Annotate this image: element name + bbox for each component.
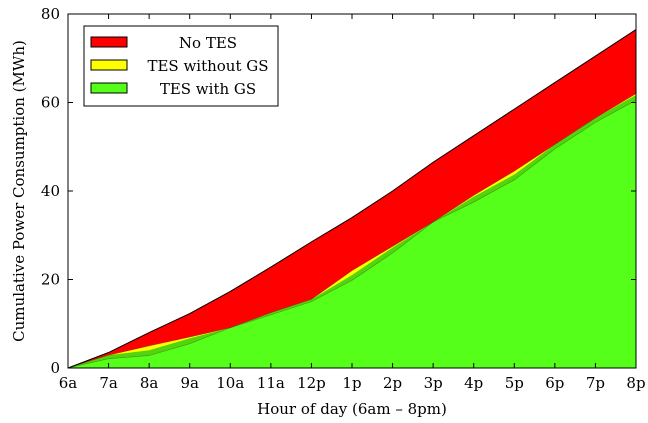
- x-tick-label: 6p: [545, 374, 564, 392]
- x-tick-label: 7p: [586, 374, 605, 392]
- area-tes-with-gs: [68, 100, 636, 368]
- x-tick-label: 3p: [424, 374, 443, 392]
- line-tes-without-gs: [67, 93, 637, 369]
- x-tick-label: 5p: [505, 374, 524, 392]
- x-tick-label: 9a: [180, 374, 199, 392]
- legend-label: TES with GS: [160, 80, 256, 98]
- x-tick-label: 12p: [297, 374, 326, 392]
- x-tick-label: 10a: [216, 374, 244, 392]
- y-tick-label: 80: [41, 5, 60, 23]
- line-no-tes: [67, 29, 637, 369]
- legend-label: TES without GS: [147, 57, 268, 75]
- x-tick-label: 2p: [383, 374, 402, 392]
- x-tick-label: 7a: [99, 374, 118, 392]
- y-tick-label: 20: [41, 271, 60, 289]
- line-tes-with-gs: [67, 100, 637, 369]
- ticks-layer: [67, 13, 637, 369]
- legend-swatch: [90, 82, 128, 94]
- x-tick-label: 8p: [626, 374, 645, 392]
- labels-layer: 6a 7a 8a 9a 10a 11a 12p 1p 2p 3p 4p 5p 6p 7p 8p 0 20 40 60…: [41, 5, 646, 392]
- legend-label: No TES: [179, 34, 237, 52]
- lines-layer: [67, 29, 637, 369]
- x-axis-label: Hour of day (6am – 8pm): [257, 400, 447, 418]
- x-tick-label: 8a: [140, 374, 159, 392]
- y-tick-label: 60: [41, 94, 60, 112]
- x-tick-label: 11a: [257, 374, 285, 392]
- legend-swatch: [90, 59, 128, 71]
- y-tick-label: 0: [50, 359, 60, 377]
- legend-swatch: [90, 36, 128, 48]
- y-tick-label: 40: [41, 182, 60, 200]
- x-tick-label: 1p: [342, 374, 361, 392]
- x-tick-label: 4p: [464, 374, 483, 392]
- areas-layer: [68, 29, 636, 369]
- x-tick-label: 6a: [59, 374, 78, 392]
- y-axis-label: Cumulative Power Consumption (MWh): [10, 40, 28, 342]
- legend: No TES TES without GS TES with GS: [83, 25, 279, 107]
